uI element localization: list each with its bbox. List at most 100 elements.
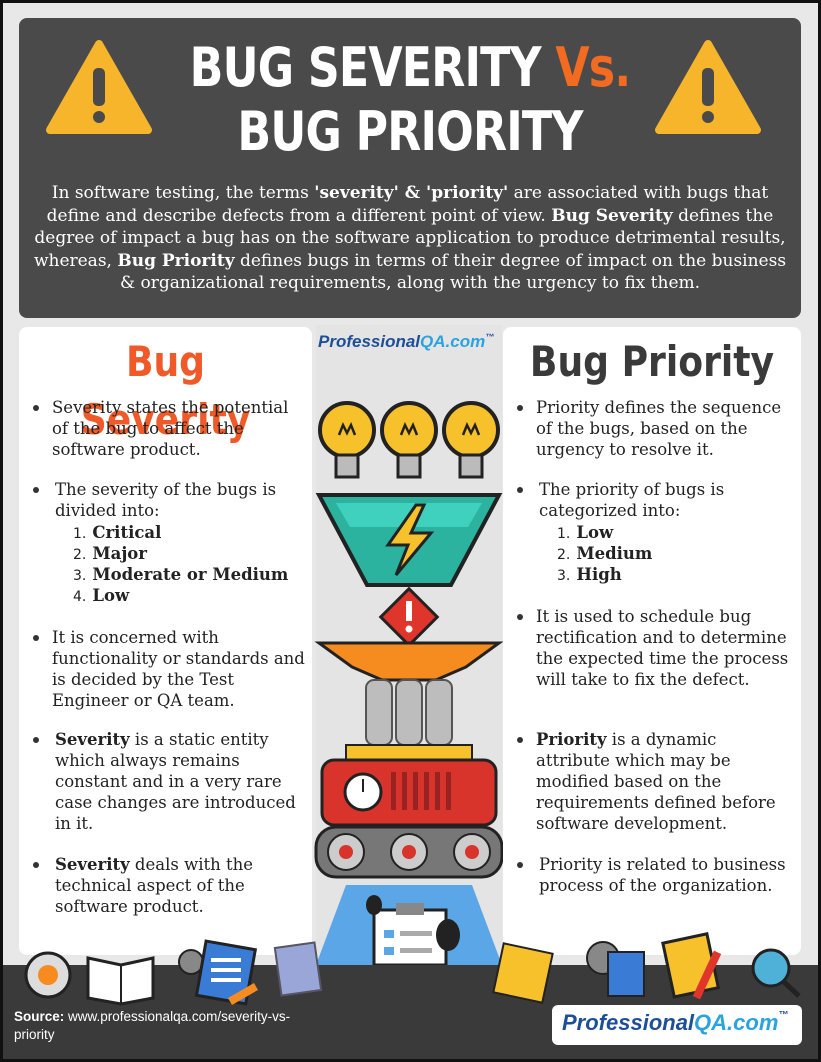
list-item: 1. Critical: [73, 523, 306, 544]
bug-icon: [436, 919, 460, 951]
bullet-text: is a static entity which always remains …: [55, 730, 296, 833]
bullet-text: is a dynamic attribute which may be modi…: [536, 730, 776, 833]
warning-icon: [655, 40, 761, 134]
priority-column: Bug Priority Priority defines the sequen…: [503, 327, 801, 955]
title-part-2: BUG PRIORITY: [237, 100, 583, 163]
machine-illustration: [314, 401, 504, 967]
bullet-bold: Severity: [55, 730, 130, 749]
bullet-text: It is concerned with functionality or st…: [52, 628, 305, 710]
bulb-icon: [318, 401, 376, 479]
bullet-bold: Severity: [55, 855, 130, 874]
bullet-icon: [517, 862, 523, 868]
title-part-1: BUG SEVERITY: [189, 36, 556, 99]
list-item: Priority defines the sequence of the bug…: [517, 397, 795, 460]
level-label: Major: [92, 544, 147, 563]
list-item: It is used to schedule bug rectification…: [517, 606, 795, 690]
bullet-text: Priority defines the sequence of the bug…: [536, 398, 782, 459]
intro-bold: Bug Priority: [117, 250, 235, 271]
list-item: 4. Low: [73, 586, 306, 607]
intro-bold: 'severity' & 'priority': [314, 183, 509, 203]
level-label: Medium: [576, 544, 653, 563]
level-label: Moderate or Medium: [92, 565, 289, 584]
footer-icons: [24, 932, 801, 1006]
priority-levels: 1. Low 2. Medium 3. High: [557, 523, 795, 586]
bullet-icon: [33, 862, 39, 868]
logo-text: QA.com: [420, 332, 486, 351]
lightning-icon: [385, 503, 435, 576]
list-item: Severity states the potential of the bug…: [33, 397, 306, 460]
bullet-icon: [517, 405, 523, 411]
list-number: 3.: [73, 568, 87, 584]
sticky-note-icon: [492, 942, 554, 1004]
source-url[interactable]: www.professionalqa.com/severity-vs-prior…: [14, 1009, 291, 1042]
severity-levels: 1. Critical 2. Major 3. Moderate or Medium …: [73, 523, 306, 607]
list-item: Severity deals with the technical aspect…: [33, 854, 306, 917]
list-item: It is concerned with functionality or st…: [33, 627, 306, 711]
intro-text: defines the degree of impact a bug has o…: [33, 205, 786, 271]
bullet-icon: [33, 487, 39, 493]
note-icon: [273, 941, 323, 997]
level-label: Low: [576, 523, 614, 542]
bullet-icon: [33, 405, 39, 411]
bullet-text: Priority is related to business process …: [539, 855, 786, 895]
bullet-icon: [33, 737, 39, 743]
pencil-icon: [228, 983, 258, 1005]
bullet-text: Severity states the potential of the bug…: [52, 398, 289, 459]
bug-icon: [366, 895, 382, 915]
source-label: Source:: [14, 1009, 65, 1024]
list-item: Priority is a dynamic attribute which ma…: [517, 729, 795, 834]
intro-paragraph: In software testing, the terms 'severity…: [30, 182, 790, 295]
logo-top: ProfessionalQA.com™: [318, 332, 494, 352]
list-item: 3. High: [557, 565, 795, 586]
list-number: 1.: [557, 526, 571, 542]
intro-bold: Bug Severity: [551, 205, 673, 226]
logo-text: Professional: [562, 1010, 695, 1035]
list-number: 2.: [557, 547, 571, 563]
document-icon: [194, 939, 258, 1006]
logo-tm: ™: [485, 332, 495, 342]
list-item: 3. Moderate or Medium: [73, 565, 306, 586]
gear-icon: [24, 951, 72, 999]
level-label: Low: [92, 586, 130, 605]
warning-icon: [46, 40, 152, 134]
bullet-text: The severity of the bugs is divided into…: [55, 480, 277, 520]
level-label: Critical: [92, 523, 162, 542]
severity-column: Bug Severity Severity states the potenti…: [19, 327, 312, 955]
bullet-icon: [33, 635, 39, 641]
priority-title: Bug Priority: [529, 337, 775, 386]
bullet-icon: [517, 614, 523, 620]
bullet-text: deals with the technical aspect of the s…: [55, 855, 253, 916]
bullet-icon: [517, 487, 523, 493]
list-item: 2. Major: [73, 544, 306, 565]
header-panel: [19, 18, 801, 318]
level-label: High: [576, 565, 622, 584]
pencil-icon: [692, 950, 722, 1000]
checklist-icon: [607, 951, 645, 997]
list-number: 2.: [73, 547, 87, 563]
intro-text: are associated with bugs that define and…: [46, 183, 769, 226]
source-credit: Source: www.professionalqa.com/severity-…: [14, 1008, 314, 1044]
list-number: 3.: [557, 568, 571, 584]
bullet-text: The priority of bugs is categorized into…: [539, 480, 725, 520]
bullet-icon: [517, 737, 523, 743]
list-item: 1. Low: [557, 523, 795, 544]
book-icon: [86, 956, 155, 1006]
bulb-icon: [442, 401, 500, 479]
list-number: 4.: [73, 589, 87, 605]
bullet-text: It is used to schedule bug rectification…: [536, 607, 789, 689]
list-number: 1.: [73, 526, 87, 542]
bullet-bold: Priority: [536, 730, 607, 749]
intro-text: defines bugs in terms of their degree of…: [119, 250, 787, 294]
magnifier-icon: [751, 948, 801, 998]
list-item: Priority is related to business process …: [517, 854, 795, 896]
bulb-icon: [380, 401, 438, 479]
list-item: 2. Medium: [557, 544, 795, 565]
logo-text: QA.com: [694, 1010, 779, 1035]
page-title: BUG SEVERITY Vs. BUG PRIORITY: [189, 36, 632, 164]
title-vs: Vs.: [555, 36, 631, 99]
logo-bottom: ProfessionalQA.com™: [552, 1005, 802, 1045]
list-item: Severity is a static entity which always…: [33, 729, 306, 834]
logo-tm: ™: [778, 1010, 789, 1021]
severity-title: Bug Severity: [80, 337, 251, 444]
intro-text: In software testing, the terms: [51, 183, 315, 203]
